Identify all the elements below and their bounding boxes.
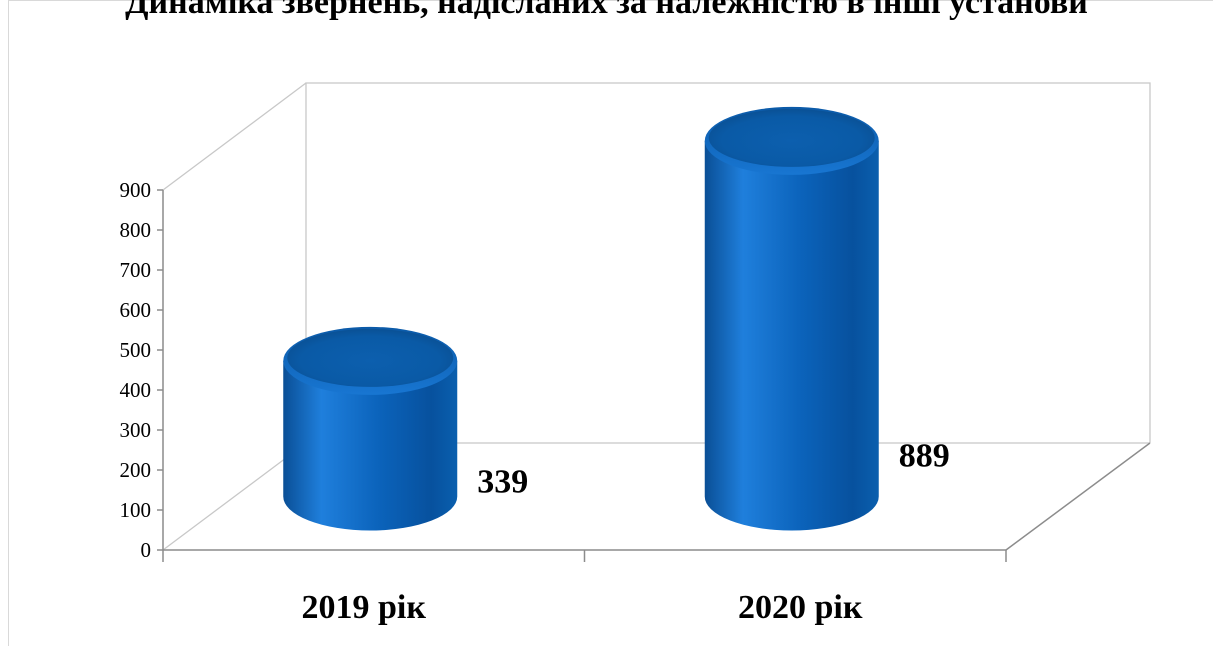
y-tick-label: 800: [120, 218, 152, 242]
side-wall-top-edge: [162, 82, 307, 191]
y-tick-label: 600: [120, 298, 152, 322]
y-tick-label: 200: [120, 458, 152, 482]
y-axis-ticks: 0 100 200 300 400 500 600 700 800 900: [120, 178, 1007, 562]
data-label: 889: [899, 438, 950, 475]
bar-body: [283, 360, 458, 531]
bar-body: [704, 140, 879, 531]
floor-right-edge: [1005, 442, 1151, 551]
bar-2: [704, 106, 879, 531]
bar-top: [708, 108, 875, 167]
y-tick-label: 500: [120, 338, 152, 362]
y-tick-label: 900: [120, 178, 152, 202]
x-category-label: 2019 рік: [302, 589, 427, 626]
chart-frame: [8, 0, 1213, 646]
labels-layer: 339 2019 рік 889 2020 рік: [302, 438, 950, 627]
y-tick-label: 100: [120, 498, 152, 522]
chart-title: Динаміка звернень, надісланих за належні…: [125, 0, 1088, 21]
bar-top: [287, 328, 454, 387]
bar-1: [283, 326, 458, 531]
y-tick-label: 0: [141, 538, 152, 562]
bars-layer: [283, 106, 879, 531]
y-tick-label: 400: [120, 378, 152, 402]
floor-left-edge: [162, 442, 307, 551]
data-label: 339: [477, 464, 528, 501]
y-tick-label: 300: [120, 418, 152, 442]
back-wall: [305, 82, 1151, 443]
y-tick-label: 700: [120, 258, 152, 282]
x-category-label: 2020 рік: [738, 589, 863, 626]
